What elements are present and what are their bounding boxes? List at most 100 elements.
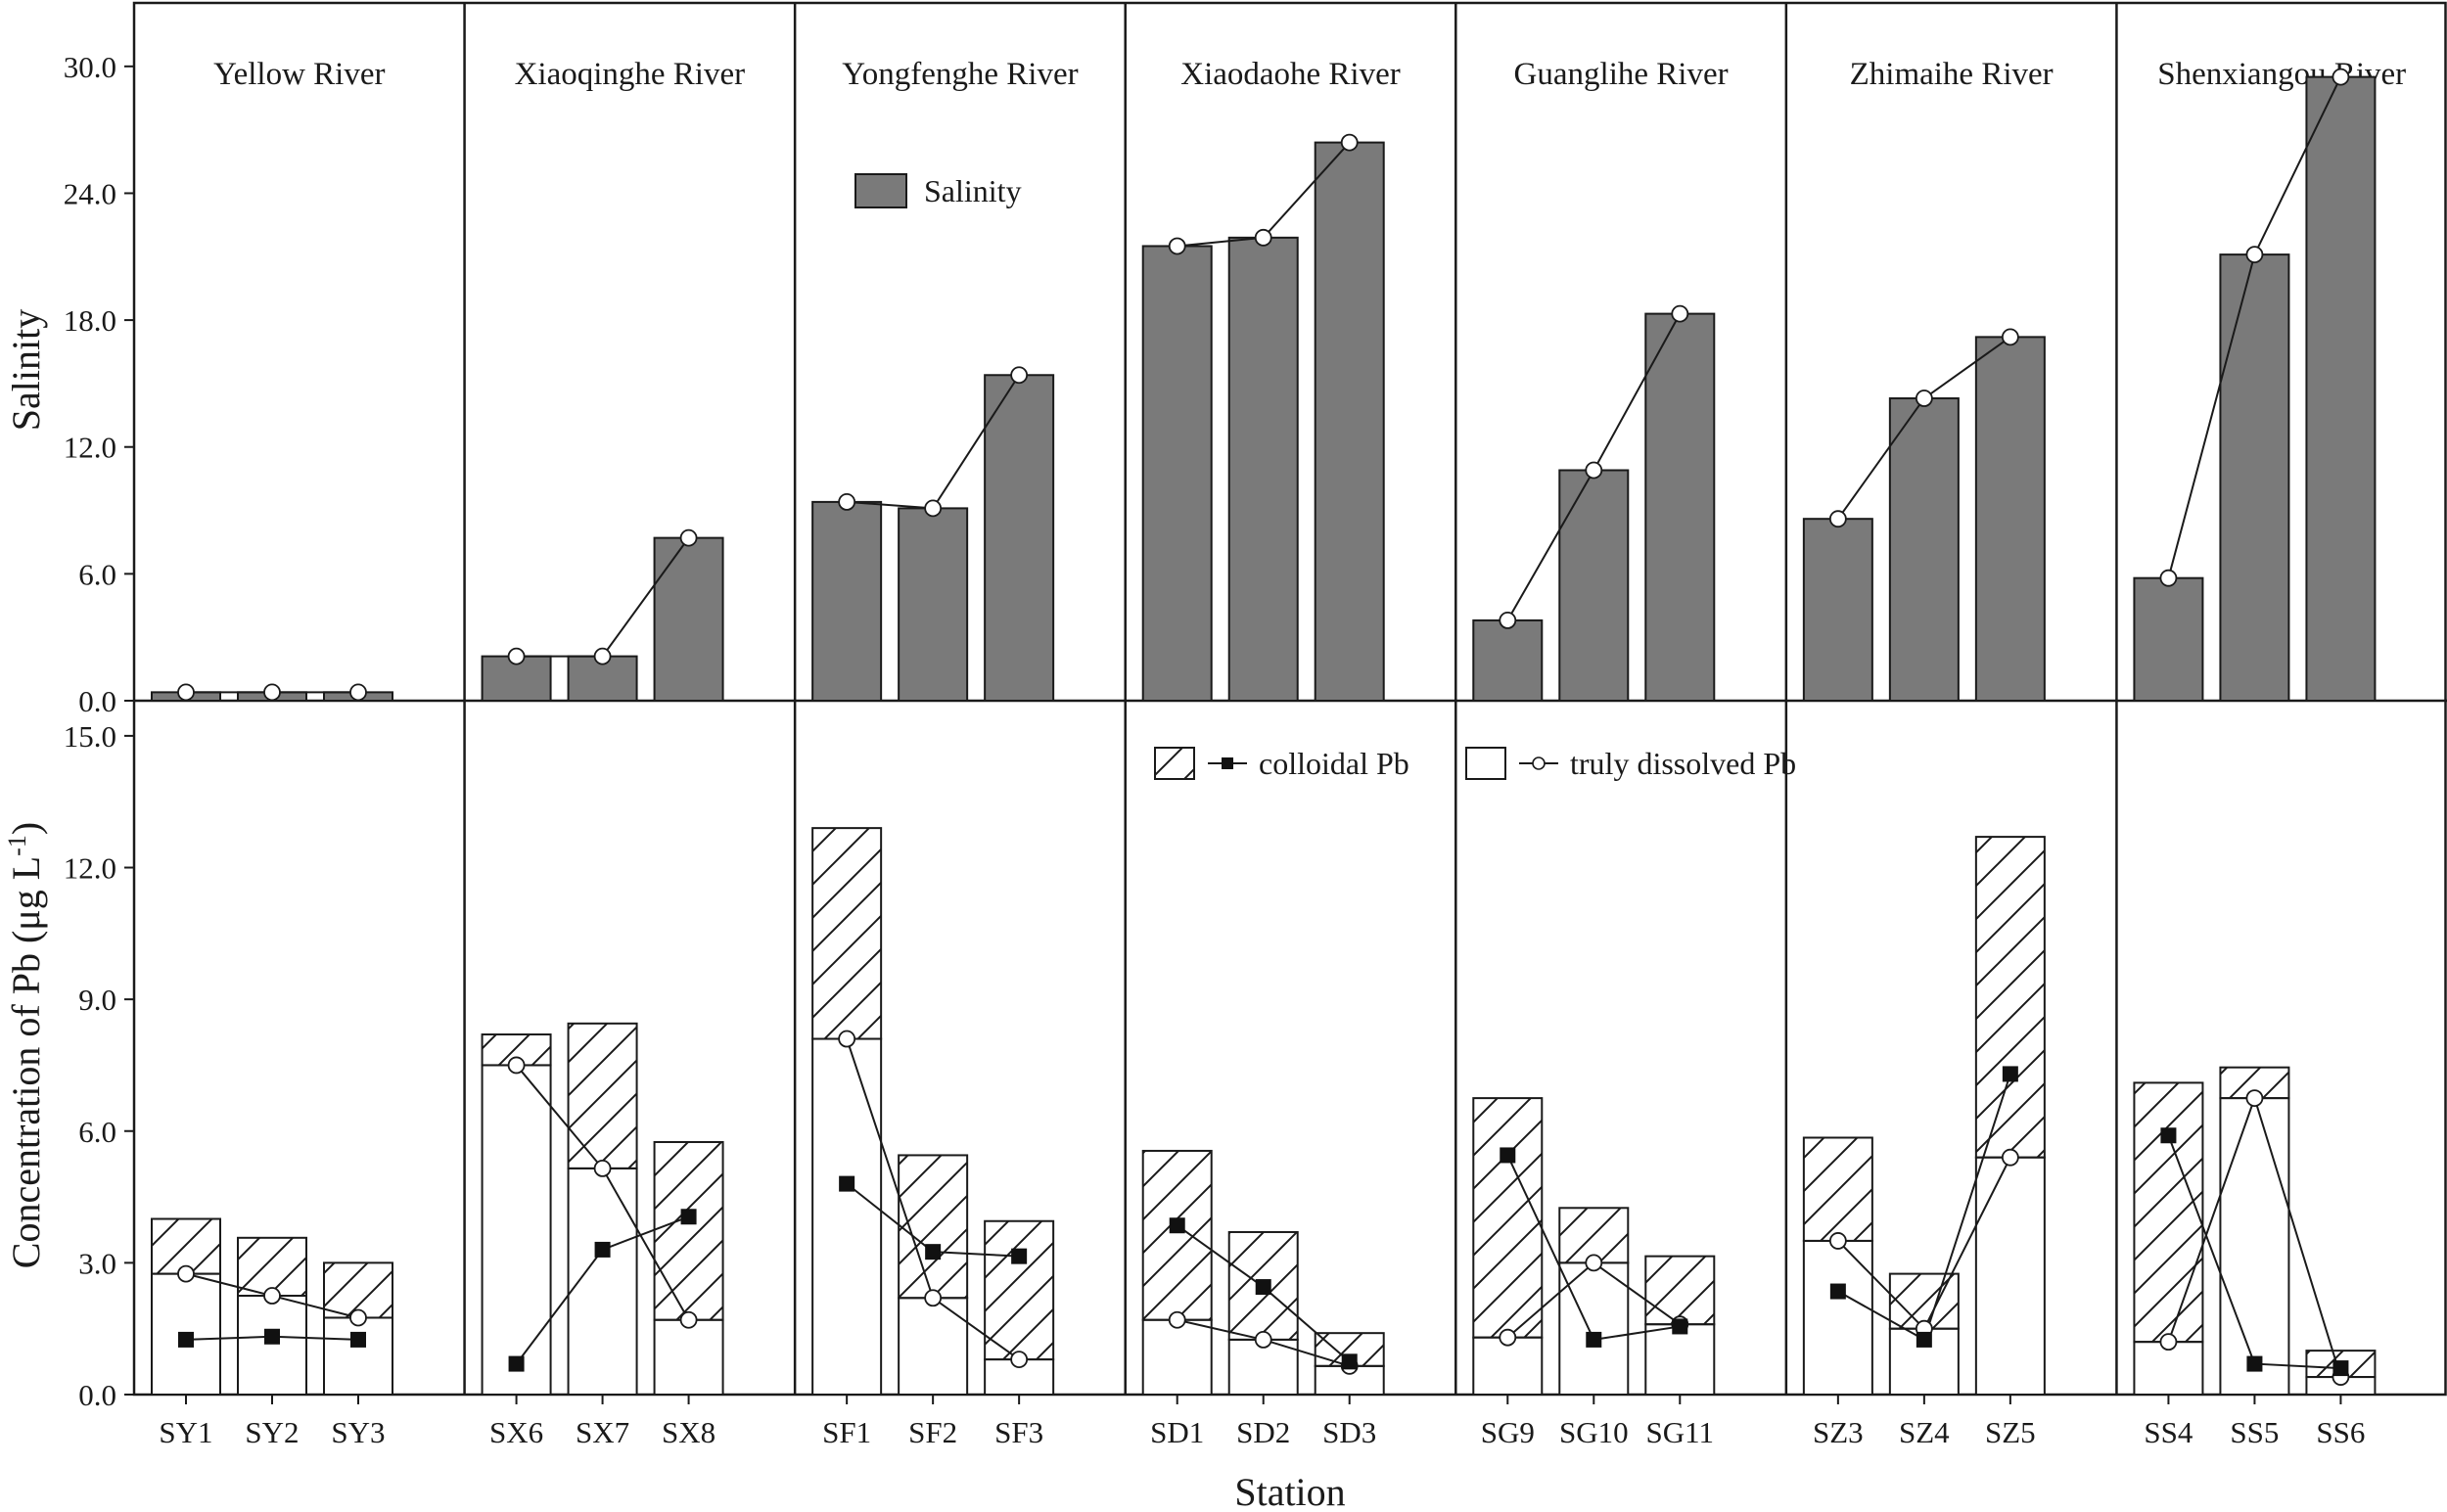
salinity-bar [1314,141,1385,703]
salinity-tick-label: 24.0 [64,176,116,210]
truly-dissolved-point [1828,1232,1847,1250]
salinity-bar [1802,518,1873,702]
truly-dissolved-point [1254,1331,1272,1349]
station-label: SF2 [908,1415,957,1449]
colloidal-bar [1888,1272,1960,1330]
colloidal-point [1500,1147,1516,1164]
salinity-legend-swatch [854,173,907,208]
pb-tick-label: 0.0 [78,1378,116,1412]
truly-dissolved-bar [323,1316,393,1397]
truly-dissolved-bar [653,1318,724,1397]
colloidal-point [1829,1283,1846,1300]
station-axis-title: Station [1234,1470,1345,1512]
salinity-bar [1888,397,1960,702]
pb-tick-label: 3.0 [78,1246,116,1280]
salinity-point [1585,461,1603,480]
colloidal-point [2160,1127,2177,1144]
station-label: SY2 [245,1415,299,1449]
pb-axis-title: Concentration of Pb (μg L-1) [3,822,49,1268]
truly-dissolved-bar [1802,1239,1873,1396]
truly-dissolved-bar [2219,1097,2290,1396]
truly-dissolved-point [924,1289,943,1307]
truly-dissolved-bar [481,1064,552,1396]
station-label: SZ5 [1985,1415,2036,1449]
salinity-bar [653,536,724,703]
colloidal-point [350,1331,366,1348]
station-label: SG10 [1559,1415,1629,1449]
colloidal-point [178,1331,194,1348]
salinity-point [1254,228,1272,247]
salinity-bar [1227,236,1299,702]
colloidal-bar [1802,1136,1873,1242]
truly-dissolved-legend-swatch [1465,747,1506,780]
truly-dissolved-point [1585,1254,1603,1272]
truly-dissolved-point [1168,1310,1186,1329]
colloidal-point [1672,1318,1688,1335]
station-label: SG11 [1646,1415,1714,1449]
colloidal-bar [1974,836,2046,1159]
salinity-axis-title: Salinity [4,309,48,431]
salinity-point [1340,133,1359,152]
colloidal-point [1586,1331,1602,1348]
truly-dissolved-point [2159,1333,2178,1352]
colloidal-point [264,1328,280,1345]
truly-dissolved-point [2001,1148,2019,1167]
station-label: SF3 [994,1415,1043,1449]
station-label: SF1 [822,1415,871,1449]
truly-dissolved-point [838,1030,856,1048]
station-label: SS4 [2144,1415,2193,1449]
colloidal-point [1341,1353,1358,1370]
pb-legend: colloidal Pb truly dissolved Pb [1154,746,1796,781]
colloidal-bar [898,1154,969,1300]
river-title: Zhimaihe River [1850,57,2054,92]
colloidal-legend-label: colloidal Pb [1259,746,1409,781]
colloidal-bar [1644,1255,1716,1326]
river-title: Guanglihe River [1514,57,1729,92]
truly-dissolved-point [2245,1089,2264,1108]
colloidal-bar [2133,1081,2204,1344]
colloidal-bar [1558,1207,1630,1264]
salinity-point [1828,510,1847,528]
truly-dissolved-point [349,1308,367,1327]
salinity-bar [898,507,969,702]
salinity-point [924,499,943,518]
truly-dissolved-point [507,1056,526,1075]
salinity-point [2159,569,2178,587]
colloidal-point [2002,1066,2018,1082]
colloidal-point [839,1175,855,1192]
colloidal-point [1916,1331,1932,1348]
salinity-point [2245,246,2264,264]
colloidal-legend-swatch [1154,747,1195,780]
salinity-point [838,493,856,511]
pb-tick-label: 12.0 [64,851,116,886]
salinity-tick-label: 30.0 [64,50,116,84]
salinity-bar [1472,619,1544,702]
salinity-point [1010,366,1029,385]
salinity-point [679,528,698,547]
truly-dissolved-bar [811,1037,883,1396]
colloidal-bar [237,1236,307,1298]
salinity-point [2332,68,2350,86]
salinity-legend-label: Salinity [924,173,1022,208]
truly-dissolved-legend-label: truly dissolved Pb [1570,746,1796,781]
truly-dissolved-point [593,1160,612,1177]
truly-dissolved-bar [1227,1338,1299,1396]
colloidal-point [2332,1360,2349,1377]
station-label: SS6 [2316,1415,2365,1449]
colloidal-bar [567,1022,638,1169]
salinity-point [2001,328,2019,346]
salinity-tick-label: 12.0 [64,431,116,465]
colloidal-bar [1141,1149,1213,1321]
truly-dissolved-point [1499,1328,1517,1347]
salinity-point [177,683,195,702]
colloidal-bar [811,827,883,1040]
truly-dissolved-point [1010,1351,1029,1369]
station-label: SS5 [2230,1415,2279,1449]
station-label: SX7 [576,1415,629,1449]
truly-dissolved-bar [1558,1261,1630,1397]
salinity-bar [1141,245,1213,702]
salinity-point [1499,611,1517,629]
salinity-point [1168,237,1186,255]
truly-dissolved-bar [898,1297,969,1396]
salinity-point [1671,304,1689,323]
